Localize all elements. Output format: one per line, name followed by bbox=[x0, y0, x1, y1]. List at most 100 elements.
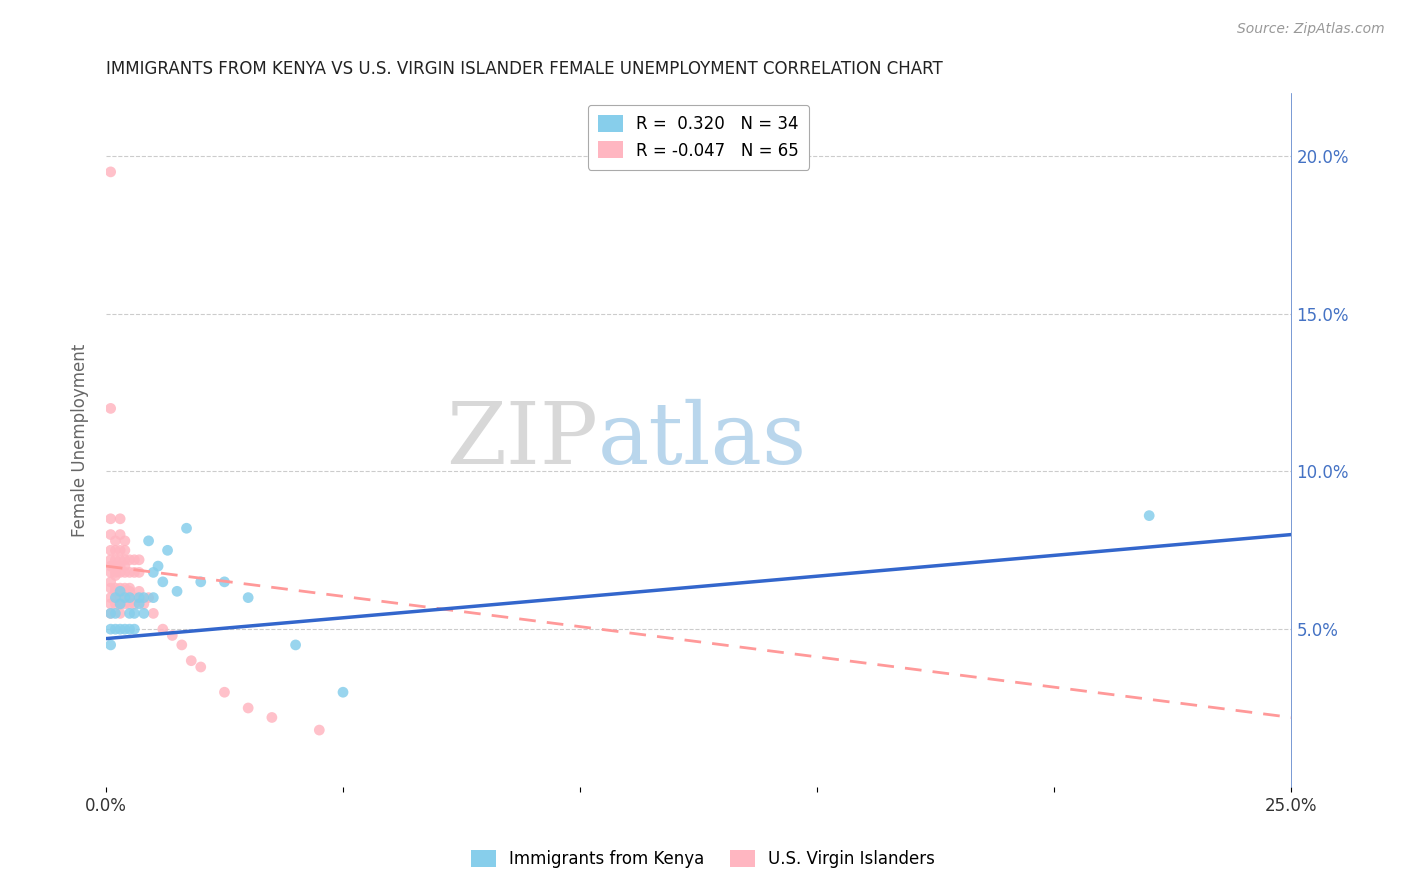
Point bbox=[138, 533, 160, 548]
Point bbox=[100, 574, 122, 589]
Point bbox=[100, 553, 122, 567]
Point bbox=[142, 591, 165, 605]
Point bbox=[114, 566, 136, 580]
Point bbox=[260, 710, 283, 724]
Point bbox=[162, 628, 184, 642]
Point bbox=[108, 597, 131, 611]
Point bbox=[100, 165, 122, 179]
Point bbox=[114, 591, 136, 605]
Point bbox=[190, 660, 212, 674]
Point bbox=[118, 597, 141, 611]
Point bbox=[190, 574, 212, 589]
Point bbox=[104, 559, 127, 574]
Point bbox=[124, 622, 146, 636]
Point bbox=[108, 566, 131, 580]
Point bbox=[166, 584, 188, 599]
Point bbox=[100, 527, 122, 541]
Point bbox=[138, 591, 160, 605]
Point bbox=[152, 574, 174, 589]
Point bbox=[132, 597, 155, 611]
Point bbox=[100, 401, 122, 416]
Text: IMMIGRANTS FROM KENYA VS U.S. VIRGIN ISLANDER FEMALE UNEMPLOYMENT CORRELATION CH: IMMIGRANTS FROM KENYA VS U.S. VIRGIN ISL… bbox=[105, 60, 942, 78]
Point bbox=[128, 597, 150, 611]
Point bbox=[104, 533, 127, 548]
Point bbox=[128, 566, 150, 580]
Point bbox=[114, 581, 136, 595]
Point bbox=[108, 512, 131, 526]
Point bbox=[104, 591, 127, 605]
Point bbox=[114, 584, 136, 599]
Point bbox=[104, 597, 127, 611]
Point bbox=[108, 622, 131, 636]
Point bbox=[128, 553, 150, 567]
Point bbox=[100, 512, 122, 526]
Legend: R =  0.320   N = 34, R = -0.047   N = 65: R = 0.320 N = 34, R = -0.047 N = 65 bbox=[588, 105, 808, 169]
Point bbox=[118, 553, 141, 567]
Legend: Immigrants from Kenya, U.S. Virgin Islanders: Immigrants from Kenya, U.S. Virgin Islan… bbox=[464, 843, 942, 875]
Point bbox=[118, 581, 141, 595]
Point bbox=[114, 622, 136, 636]
Point bbox=[108, 591, 131, 605]
Point bbox=[214, 574, 236, 589]
Point bbox=[104, 566, 127, 580]
Point bbox=[108, 581, 131, 595]
Point bbox=[100, 581, 122, 595]
Point bbox=[104, 607, 127, 621]
Point bbox=[156, 543, 179, 558]
Point bbox=[332, 685, 354, 699]
Point bbox=[124, 607, 146, 621]
Point bbox=[108, 584, 131, 599]
Point bbox=[104, 568, 127, 582]
Point bbox=[100, 591, 122, 605]
Point bbox=[142, 566, 165, 580]
Point bbox=[180, 654, 202, 668]
Text: atlas: atlas bbox=[598, 399, 807, 482]
Y-axis label: Female Unemployment: Female Unemployment bbox=[72, 343, 89, 537]
Point bbox=[114, 543, 136, 558]
Point bbox=[104, 543, 127, 558]
Point bbox=[104, 622, 127, 636]
Point bbox=[142, 607, 165, 621]
Point bbox=[238, 591, 260, 605]
Point bbox=[118, 622, 141, 636]
Point bbox=[132, 607, 155, 621]
Point bbox=[104, 584, 127, 599]
Point bbox=[170, 638, 193, 652]
Point bbox=[214, 685, 236, 699]
Point bbox=[104, 553, 127, 567]
Point bbox=[108, 597, 131, 611]
Point bbox=[146, 559, 169, 574]
Point bbox=[238, 701, 260, 715]
Point bbox=[128, 584, 150, 599]
Point bbox=[108, 553, 131, 567]
Point bbox=[124, 597, 146, 611]
Point bbox=[108, 527, 131, 541]
Point bbox=[124, 566, 146, 580]
Point bbox=[152, 622, 174, 636]
Point bbox=[124, 591, 146, 605]
Point bbox=[118, 591, 141, 605]
Point bbox=[114, 597, 136, 611]
Point bbox=[104, 581, 127, 595]
Point bbox=[108, 543, 131, 558]
Point bbox=[128, 591, 150, 605]
Point bbox=[100, 607, 122, 621]
Point bbox=[308, 723, 330, 737]
Point bbox=[1137, 508, 1160, 523]
Point bbox=[118, 566, 141, 580]
Point bbox=[100, 559, 122, 574]
Point bbox=[100, 607, 122, 621]
Point bbox=[284, 638, 307, 652]
Point bbox=[114, 533, 136, 548]
Point bbox=[100, 597, 122, 611]
Point bbox=[108, 559, 131, 574]
Point bbox=[100, 622, 122, 636]
Point bbox=[100, 638, 122, 652]
Text: Source: ZipAtlas.com: Source: ZipAtlas.com bbox=[1237, 22, 1385, 37]
Point bbox=[100, 543, 122, 558]
Point bbox=[108, 607, 131, 621]
Point bbox=[108, 584, 131, 599]
Point bbox=[100, 566, 122, 580]
Point bbox=[176, 521, 198, 535]
Point bbox=[124, 553, 146, 567]
